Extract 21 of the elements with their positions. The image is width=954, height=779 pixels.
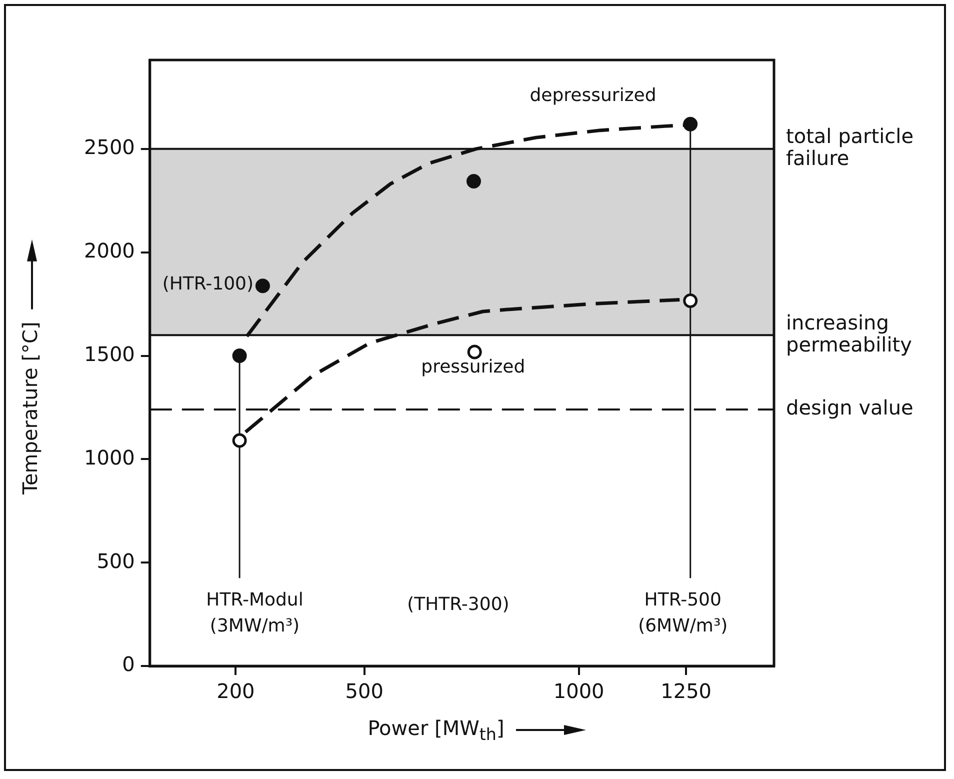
- x-tick-label: 1000: [553, 679, 604, 704]
- annotation: depressurized: [530, 85, 656, 106]
- ref-line-label: increasing permeability: [786, 310, 912, 356]
- y-tick-label: 0: [122, 652, 135, 676]
- y-tick-label: 2000: [84, 238, 135, 263]
- y-axis-title: Temperature [°C]: [18, 322, 42, 494]
- y-tick-label: 500: [96, 548, 135, 573]
- ref-line-label: design value: [786, 396, 914, 420]
- x-tick-label: 500: [345, 679, 384, 704]
- x-tick-label: 200: [216, 679, 255, 704]
- annotation: (HTR-100): [162, 274, 254, 294]
- annotation: HTR-Modul (3MW/m³): [206, 590, 304, 637]
- ref-line-label: total particle failure: [786, 124, 914, 170]
- annotation: pressurized: [421, 356, 526, 378]
- x-tick-label: 1250: [660, 679, 712, 704]
- y-tick-label: 1500: [84, 342, 135, 366]
- y-tick-label: 1000: [84, 445, 135, 470]
- annotation: HTR-500 (6MW/m³): [638, 590, 728, 637]
- x-axis-title: Power [MW$_{th}$]: [368, 716, 504, 744]
- y-tick-label: 2500: [84, 135, 135, 160]
- annotation: (THTR-300): [407, 594, 510, 616]
